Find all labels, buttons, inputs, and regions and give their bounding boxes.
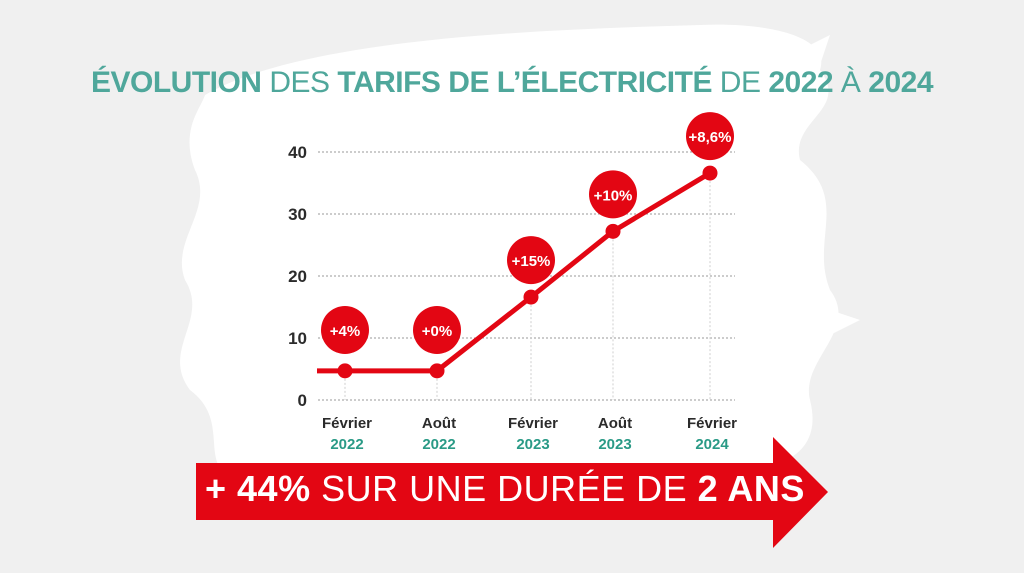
x-tick-year: 2023 — [516, 436, 549, 453]
change-label: +8,6% — [689, 129, 732, 146]
y-tick-label: 40 — [288, 143, 307, 162]
change-badge — [413, 306, 461, 354]
x-tick-month: Février — [322, 415, 372, 432]
data-point — [523, 289, 539, 305]
change-label: +10% — [594, 187, 633, 204]
summary-banner: + 44% SUR UNE DURÉE DE 2 ANS — [205, 468, 805, 509]
x-tick-year: 2022 — [330, 436, 363, 453]
x-tick-month: Février — [687, 415, 737, 432]
data-point — [605, 223, 621, 239]
y-tick-label: 30 — [288, 205, 307, 224]
x-tick-year: 2023 — [598, 436, 631, 453]
change-label: +0% — [422, 323, 452, 340]
data-point — [337, 363, 353, 379]
change-badge — [507, 236, 555, 285]
x-tick-month: Août — [422, 415, 456, 432]
change-label: +4% — [330, 323, 360, 340]
arrow-shape — [196, 437, 828, 548]
x-tick-month: Février — [508, 415, 558, 432]
y-tick-label: 20 — [288, 267, 307, 286]
change-badge — [321, 306, 369, 354]
data-point — [429, 363, 445, 379]
x-tick-year: 2024 — [695, 436, 729, 453]
y-tick-label: 0 — [298, 391, 307, 410]
change-label: +15% — [512, 253, 551, 270]
page-title: ÉVOLUTION DES TARIFS DE L’ÉLECTRICITÉ DE… — [90, 66, 934, 99]
change-badge — [589, 170, 637, 219]
change-badge — [686, 112, 734, 161]
data-point — [702, 165, 718, 181]
x-tick-month: Août — [598, 415, 632, 432]
x-tick-year: 2022 — [422, 436, 455, 453]
y-tick-label: 10 — [288, 329, 307, 348]
